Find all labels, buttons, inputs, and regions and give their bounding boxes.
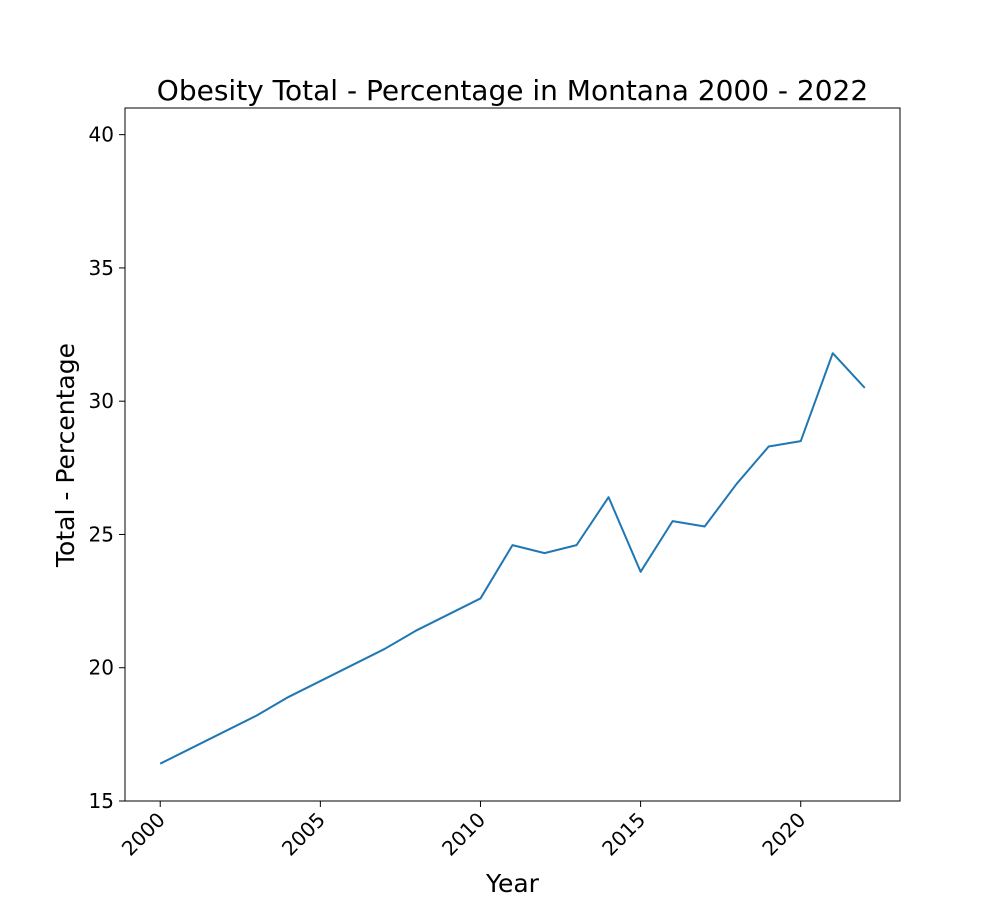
series-line (159, 352, 866, 765)
x-tick-label: 2000 (117, 808, 170, 861)
y-tick-label: 20 (89, 656, 114, 680)
plot-area-frame (124, 107, 901, 802)
y-tick-label: 30 (89, 389, 114, 413)
y-tick-label: 35 (89, 256, 114, 280)
x-tick-label: 2005 (277, 808, 330, 861)
y-tick-label: 15 (89, 789, 114, 813)
y-tick-label: 40 (89, 123, 114, 147)
x-tick-label: 2020 (757, 808, 810, 861)
y-tick-label: 25 (89, 522, 114, 546)
y-axis-title: Total - Percentage (51, 343, 80, 568)
x-axis-title: Year (485, 869, 540, 898)
x-tick-label: 2015 (597, 808, 650, 861)
x-axis-ticks: 2000 2005 2010 2015 2020 (117, 801, 810, 861)
series-layer (159, 352, 866, 765)
y-axis-ticks: 15 20 25 30 35 40 (89, 123, 125, 813)
x-tick-label: 2010 (437, 808, 490, 861)
chart-title: Obesity Total - Percentage in Montana 20… (157, 74, 868, 107)
